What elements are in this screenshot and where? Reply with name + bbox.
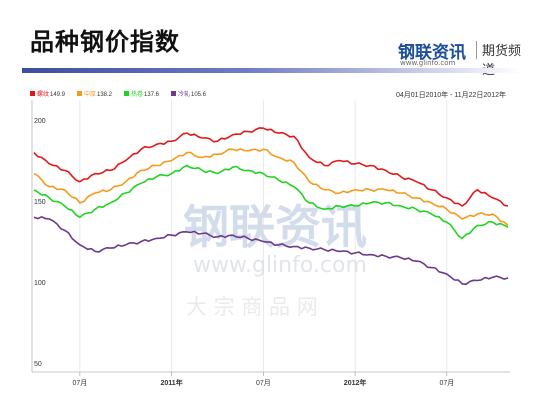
series-line [33,164,509,240]
x-tick-label: 2011年 [161,378,183,387]
logo-brand-text: 钢联资讯 [398,43,466,63]
x-tick-label: 07月 [439,379,454,387]
y-tick-label: 150 [34,199,46,206]
logo-url-text: www.glinfo.com [400,59,456,67]
watermark-url: www.glinfo.com [193,253,367,278]
series-line [33,148,509,227]
x-tick-label: 2012年 [344,378,367,387]
watermark-subtitle: 大 宗 商 品 网 [186,295,318,319]
date-range-label: 04月01日2010年 - 11月22日2012年 [396,90,506,99]
legend-series-name: 螺纹 [37,90,49,98]
legend-series-value: 138.2 [97,92,113,98]
x-tick-label: 07月 [72,379,87,387]
brand-logo: 钢联资讯 期货频道 www.glinfo.com [398,38,526,78]
x-axis-ticks: 07月 2011年 07月 2012年 07月 [72,372,454,387]
series-line [33,216,509,286]
legend-series-value: 137.6 [144,92,160,98]
legend-swatch [30,91,35,96]
page-title: 品种钢价指数 [30,28,180,56]
y-axis-ticks: 200 150 100 50 [34,118,46,368]
legend-series-name: 热卷 [131,90,143,98]
vertical-grid [79,100,448,372]
legend-series-name: 冷轧 [178,90,190,98]
y-tick-label: 200 [34,118,46,125]
legend-swatch [77,91,82,96]
legend-series-value: 105.6 [191,92,207,98]
series-layer [33,127,509,286]
x-tick-label: 07月 [256,379,271,387]
legend-swatch [124,91,129,96]
header-rule [22,68,522,73]
legend-series-value: 149.9 [50,92,66,98]
legend-swatch [171,91,176,96]
watermark: 钢联资讯 www.glinfo.com 大 宗 商 品 网 [183,200,367,319]
y-tick-label: 50 [34,361,42,368]
series-line [33,127,509,207]
logo-divider [476,41,477,59]
chart-legend: 螺纹 149.9 中厚 138.2 热卷 137.6 冷轧 105.6 [30,90,207,98]
legend-series-name: 中厚 [84,90,96,98]
y-tick-label: 100 [34,280,46,287]
